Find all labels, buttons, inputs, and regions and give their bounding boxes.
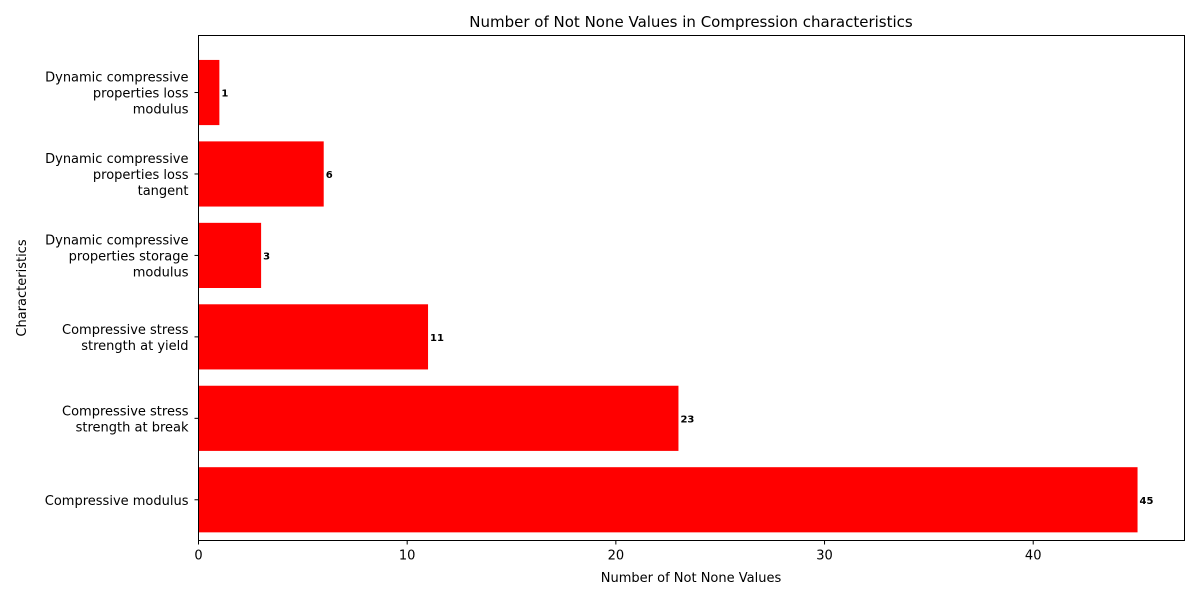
y-tick-label-line: strength at yield bbox=[81, 339, 188, 354]
bar-3 bbox=[198, 304, 429, 370]
y-tick-label-line: Compressive stress bbox=[62, 323, 189, 338]
y-tick-label-3: Compressive stress strength at yield bbox=[62, 323, 189, 354]
x-tick-label-20: 20 bbox=[608, 549, 625, 564]
y-tick-label-line: strength at break bbox=[76, 420, 189, 435]
data-label-6: 1 bbox=[221, 89, 228, 100]
y-tick-label-line: properties loss bbox=[93, 87, 189, 102]
bar-4 bbox=[198, 222, 262, 288]
y-tick-label-line: properties storage bbox=[69, 249, 189, 264]
y-tick-label-line: modulus bbox=[133, 265, 189, 280]
bar-1 bbox=[198, 467, 1138, 533]
data-label-4: 3 bbox=[263, 251, 270, 262]
y-tick-label-line: modulus bbox=[133, 103, 189, 118]
x-axis-label: Number of Not None Values bbox=[601, 571, 782, 586]
data-label-2: 23 bbox=[680, 414, 694, 425]
x-tick-label-40: 40 bbox=[1025, 549, 1042, 564]
y-tick-label-line: properties loss bbox=[93, 168, 189, 183]
bar-6 bbox=[198, 59, 220, 126]
x-axis: 0 10 20 30 40 bbox=[194, 540, 1042, 564]
y-tick-label-2: Compressive stress strength at break bbox=[62, 404, 189, 435]
y-tick-label-line: Dynamic compressive bbox=[45, 71, 188, 86]
y-tick-label-line: tangent bbox=[138, 184, 189, 199]
bar-5 bbox=[198, 141, 324, 207]
y-tick-label-6: Dynamic compressive properties loss modulu… bbox=[45, 71, 189, 118]
y-tick-label-line: Compressive stress bbox=[62, 404, 189, 419]
chart-title: Number of Not None Values in Compression… bbox=[469, 13, 913, 31]
data-label-3: 11 bbox=[430, 333, 444, 344]
bars-layer bbox=[198, 59, 1138, 533]
y-tick-label-5: Dynamic compressive properties loss tangen… bbox=[45, 152, 189, 199]
x-tick-label-30: 30 bbox=[816, 549, 833, 564]
y-axis-label: Characteristics bbox=[15, 239, 30, 336]
data-label-5: 6 bbox=[326, 170, 333, 181]
x-tick-label-10: 10 bbox=[399, 549, 416, 564]
data-labels-layer: 45 23 11 3 6 1 bbox=[221, 89, 1153, 507]
bar-2 bbox=[198, 385, 679, 451]
y-tick-label-4: Dynamic compressive properties storage mod… bbox=[45, 233, 189, 280]
y-tick-label-line: Dynamic compressive bbox=[45, 233, 188, 248]
data-label-1: 45 bbox=[1140, 496, 1154, 507]
plot-frame bbox=[198, 35, 1185, 541]
y-tick-label-line: Dynamic compressive bbox=[45, 152, 188, 167]
y-tick-label-line: Compressive modulus bbox=[45, 494, 189, 509]
x-tick-label-0: 0 bbox=[194, 549, 202, 564]
y-tick-label-1: Compressive modulus bbox=[45, 494, 189, 509]
